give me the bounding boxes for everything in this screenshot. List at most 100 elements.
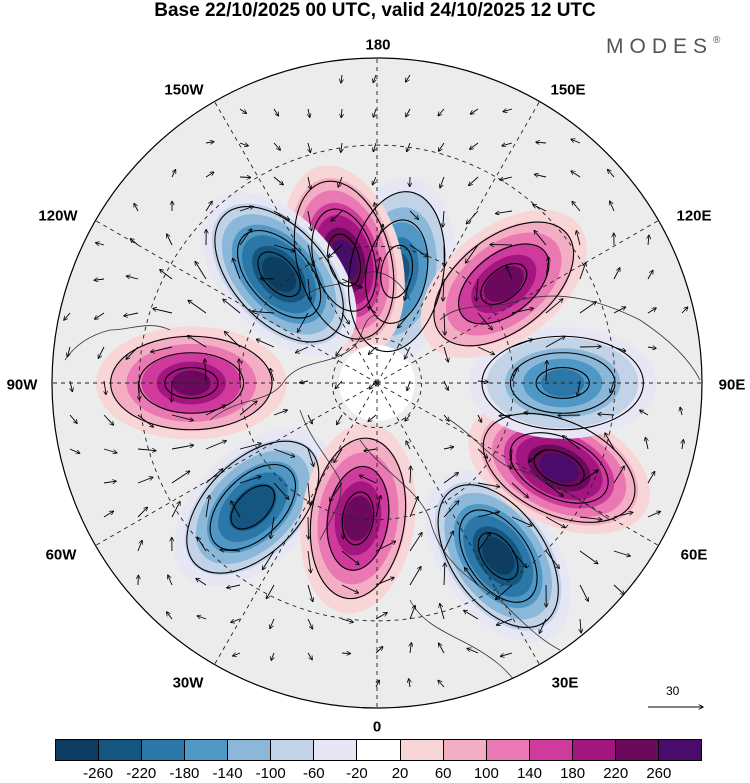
wind-arrow: [233, 258, 241, 280]
contour-central-asia-low: [209, 463, 297, 551]
wind-arrow: [307, 414, 312, 424]
colorbar-segment: [528, 740, 572, 760]
wind-arrow: [196, 578, 207, 586]
anomaly-alaska-high: [483, 265, 524, 302]
wind-arrow: [126, 276, 139, 280]
coastline-siberia: [439, 295, 701, 381]
contour-kamchatka-high: [293, 180, 395, 340]
wind-arrow: [171, 414, 193, 420]
wind-arrow: [470, 142, 479, 149]
wind-arrow: [205, 441, 226, 450]
wind-arrow: [443, 380, 448, 390]
contour-alaska-high: [458, 243, 550, 325]
wind-arrow: [368, 346, 377, 354]
colorbar-segment: [98, 740, 142, 760]
wind-arrow: [572, 201, 581, 212]
wind-arrow: [188, 300, 207, 314]
wind-arrow: [647, 308, 656, 314]
wind-arrow: [239, 476, 261, 484]
wind-arrow: [239, 177, 251, 178]
colorbar-tick-label: 260: [646, 765, 672, 782]
colorbar-segment: [571, 740, 615, 760]
wind-arrow: [613, 550, 630, 556]
wind-arrow: [270, 368, 275, 382]
wind-arrow: [337, 414, 343, 425]
wind-arrow: [545, 550, 559, 569]
lon-label-120w: 120W: [38, 207, 78, 225]
wind-arrow: [231, 501, 241, 518]
wind-arrow: [160, 269, 173, 280]
wind-arrow: [375, 495, 381, 518]
wind-arrow: [67, 346, 70, 357]
coastline-europe: [409, 599, 521, 691]
wind-arrow: [94, 312, 105, 319]
wind-arrow: [126, 346, 139, 359]
wind-arrow: [374, 203, 376, 212]
wind-arrow: [438, 108, 445, 116]
wind-arrow: [341, 278, 362, 288]
meridian: [376, 220, 659, 384]
wind-arrow: [223, 299, 241, 314]
wind-arrow: [681, 307, 688, 314]
wind-arrow: [545, 482, 563, 496]
wind-arrow: [647, 471, 655, 484]
contour-central-asia-low: [186, 440, 320, 574]
wind-arrow: [443, 210, 444, 227]
wind-arrow: [465, 244, 479, 263]
wind-arrow: [252, 311, 275, 313]
lon-label-30w: 30W: [172, 674, 204, 692]
wind-arrow: [273, 176, 283, 185]
wind-arrow: [440, 604, 445, 620]
wind-arrow: [545, 257, 549, 280]
wind-arrow: [69, 414, 77, 423]
wind-arrow: [477, 512, 499, 518]
wind-arrow: [409, 605, 415, 620]
wind-arrow: [610, 201, 615, 212]
meridian: [376, 382, 540, 665]
colorbar-tick-label: -60: [302, 765, 325, 782]
wind-arrow: [536, 142, 547, 143]
lon-label-30e: 30E: [551, 674, 579, 692]
wind-arrow: [368, 414, 377, 422]
wind-arrow: [296, 346, 309, 353]
wind-arrow: [499, 415, 513, 416]
wind-arrow: [205, 469, 223, 484]
wind-arrow: [439, 643, 445, 654]
colorbar-tick-label: -220: [126, 765, 157, 782]
wind-arrow: [134, 203, 139, 212]
wind-arrow: [171, 445, 194, 450]
contour-siberian-low: [257, 251, 301, 298]
wind-arrow: [297, 312, 309, 332]
wind-arrow: [299, 381, 309, 383]
contour-north-atlantic-high: [509, 432, 609, 504]
wind-arrow: [406, 108, 411, 117]
wind-arrow: [171, 501, 180, 518]
wind-arrow: [534, 174, 547, 177]
wind-arrow: [368, 307, 377, 314]
wind-arrow: [539, 618, 547, 633]
wind-arrow: [307, 448, 314, 466]
wind-arrow: [496, 210, 513, 214]
colorbar-tick-label: 220: [603, 765, 629, 782]
wind-arrow: [103, 414, 114, 425]
wind-arrow: [613, 466, 624, 484]
contour-europe-high: [341, 491, 375, 546]
contour-asian-high: [164, 367, 219, 399]
wind-arrow: [308, 108, 310, 117]
wind-arrow: [534, 230, 547, 246]
wind-arrow: [70, 380, 72, 392]
wind-arrow: [239, 229, 252, 246]
wind-arrow: [610, 380, 615, 393]
wind-arrow: [153, 309, 173, 314]
wind-vectors: [64, 74, 688, 688]
wind-arrow: [647, 511, 660, 518]
colorbar-segment: [141, 740, 185, 760]
wind-arrow: [205, 359, 206, 382]
wind-arrow: [205, 201, 212, 212]
wind-arrow: [307, 210, 312, 231]
wind-arrow: [470, 108, 479, 114]
colorbar-segment: [399, 740, 443, 760]
wind-arrow: [307, 584, 313, 602]
wind-arrow: [545, 336, 565, 348]
